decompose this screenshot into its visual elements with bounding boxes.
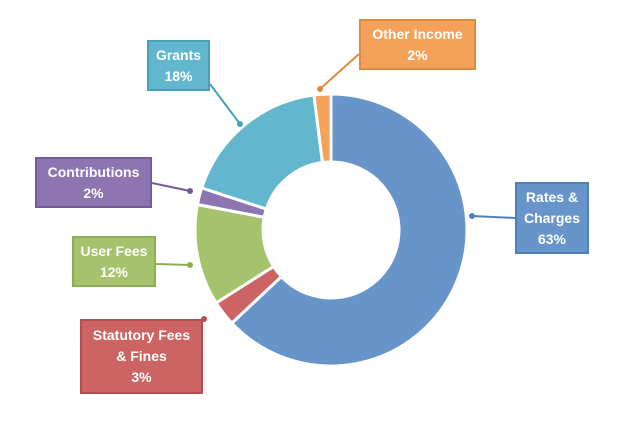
- data-label: Other Income 2%: [359, 19, 476, 70]
- data-label-name: User Fees: [80, 242, 148, 259]
- data-label-name: Other Income: [372, 25, 463, 42]
- data-label: Statutory Fees & Fines 3%: [80, 319, 203, 394]
- data-label-name: Statutory Fees: [92, 327, 191, 343]
- data-label-value: 18%: [164, 67, 193, 84]
- leader-line: [209, 83, 241, 125]
- leader-line: [155, 263, 191, 266]
- leader-dot: [187, 262, 193, 268]
- leader-line: [319, 53, 360, 90]
- data-label-name: Charges: [523, 209, 581, 226]
- slice-rates-charges: [229, 92, 469, 368]
- data-label-name: Contributions: [47, 163, 140, 180]
- data-label-value: 63%: [537, 230, 567, 247]
- data-label-name: & Fines: [116, 348, 167, 364]
- leader-dot: [469, 213, 475, 219]
- data-label: Grants 18%: [147, 40, 210, 91]
- data-label-value: 12%: [99, 263, 129, 280]
- data-label-name: Rates &: [525, 188, 579, 205]
- data-label: Rates & Charges 63%: [515, 182, 589, 254]
- leader-dot: [237, 121, 243, 127]
- data-label-value: 3%: [131, 369, 152, 385]
- slice-grants: [199, 93, 325, 211]
- leader-dot: [187, 188, 193, 194]
- leader-line: [471, 215, 516, 219]
- slice-other-income: [312, 92, 333, 165]
- leader-line: [151, 182, 191, 192]
- data-label-value: 2%: [407, 46, 428, 63]
- leader-dot: [317, 86, 323, 92]
- data-label-name: Grants: [155, 46, 202, 63]
- data-label: User Fees 12%: [72, 236, 156, 287]
- data-label: Contributions 2%: [35, 157, 152, 208]
- data-label-value: 2%: [83, 184, 104, 201]
